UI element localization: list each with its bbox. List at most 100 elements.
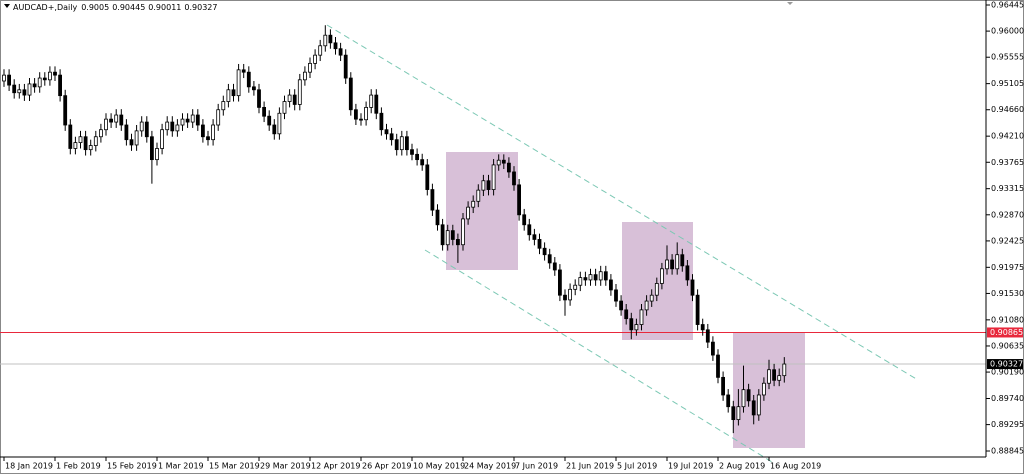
candle-body: [114, 114, 119, 123]
candle-body: [37, 77, 42, 88]
candle-body: [364, 106, 369, 121]
y-tick-label: 0.91080: [991, 315, 1024, 324]
candle-body: [200, 124, 205, 138]
candle-body: [435, 209, 440, 226]
candle-body: [124, 124, 129, 141]
ohlc-high: 0.90445: [112, 3, 145, 12]
y-tick-label: 0.92870: [991, 210, 1024, 219]
candle-body: [277, 112, 282, 135]
y-tick-label: 0.95105: [991, 79, 1024, 88]
candle-body: [532, 234, 537, 240]
y-tick-label: 0.94210: [991, 132, 1024, 141]
candle-body: [721, 376, 725, 396]
candle-body: [711, 341, 715, 356]
candle-body: [308, 62, 312, 73]
candle-body: [547, 254, 552, 264]
candle-body: [17, 89, 22, 94]
candle-body: [512, 171, 516, 186]
candle-body: [782, 363, 787, 377]
candle-body: [598, 271, 603, 281]
candle-body: [772, 369, 776, 381]
candle-body: [649, 294, 654, 302]
candle-body: [609, 279, 613, 291]
candle-body: [221, 101, 226, 111]
candle-body: [236, 69, 241, 97]
candle-body: [287, 94, 292, 102]
level-label: 0.90865: [990, 328, 1023, 337]
candle-body: [705, 329, 710, 343]
candle-body: [517, 184, 521, 216]
candle-body: [389, 133, 394, 141]
candle-body: [501, 159, 506, 164]
candle-body: [542, 247, 547, 256]
x-tick-label: 1 Feb 2019: [56, 462, 101, 471]
candle-body: [206, 136, 210, 141]
candle-body: [410, 149, 414, 155]
candle-body: [175, 124, 180, 132]
candle-body: [700, 324, 705, 331]
candle-body: [425, 164, 430, 190]
candle-body: [53, 71, 57, 76]
candle-body: [481, 180, 486, 191]
candle-body: [384, 129, 389, 135]
candle-body: [292, 94, 297, 105]
candle-body: [629, 318, 634, 331]
ohlc-low: 0.90011: [148, 3, 181, 12]
candle-body: [527, 224, 532, 236]
candle-body: [756, 394, 761, 416]
candle-body: [12, 84, 17, 94]
x-tick-label: 26 Apr 2019: [362, 462, 411, 471]
candle-body: [394, 139, 399, 151]
candle-body: [78, 136, 83, 144]
channel-line: [424, 249, 773, 463]
y-tick-label: 0.94660: [991, 105, 1024, 114]
candle-body: [83, 136, 88, 151]
candle-body: [251, 86, 256, 91]
x-tick-label: 15 Feb 2019: [107, 462, 157, 471]
candle-body: [670, 259, 674, 270]
candle-body: [466, 206, 471, 220]
candle-body: [522, 214, 527, 226]
candle-body: [675, 254, 680, 270]
menu-arrow[interactable]: [4, 4, 10, 8]
candle-body: [573, 284, 578, 290]
candle-body: [506, 162, 511, 173]
candle-body: [476, 189, 481, 202]
candle-body: [624, 309, 629, 320]
candle-body: [420, 159, 425, 166]
candle-body: [680, 254, 685, 267]
candle-body: [27, 83, 32, 96]
candle-body: [48, 71, 52, 81]
candle-body: [323, 34, 328, 47]
candle-body: [486, 180, 491, 190]
candle-body: [471, 200, 476, 208]
candle-body: [129, 139, 134, 146]
y-tick-label: 0.90190: [991, 368, 1024, 377]
candle-body: [634, 324, 639, 331]
candle-body: [593, 274, 598, 281]
candle-body: [333, 42, 338, 50]
candle-body: [746, 389, 751, 402]
candle-body: [491, 164, 496, 190]
candle-body: [119, 114, 124, 126]
candle-body: [690, 279, 695, 296]
y-tick-label: 0.96445: [991, 0, 1024, 9]
x-tick-label: 21 Jun 2019: [566, 462, 614, 471]
candle-body: [741, 389, 746, 408]
x-tick-label: 10 May 2019: [413, 462, 465, 471]
candle-body: [445, 230, 450, 246]
candle-body: [450, 230, 455, 240]
candle-body: [583, 277, 588, 281]
candle-body: [563, 294, 567, 301]
range-box: [622, 222, 693, 340]
x-tick-label: 16 Aug 2019: [770, 462, 821, 471]
candle-body: [731, 406, 736, 421]
x-tick-label: 19 Jul 2019: [668, 462, 713, 471]
candle-body: [246, 71, 251, 88]
candle-body: [685, 265, 690, 281]
candle-body: [7, 74, 11, 86]
candle-body: [767, 369, 771, 384]
candle-body: [762, 382, 766, 396]
plot: [0, 25, 986, 434]
candle-body: [726, 394, 731, 408]
